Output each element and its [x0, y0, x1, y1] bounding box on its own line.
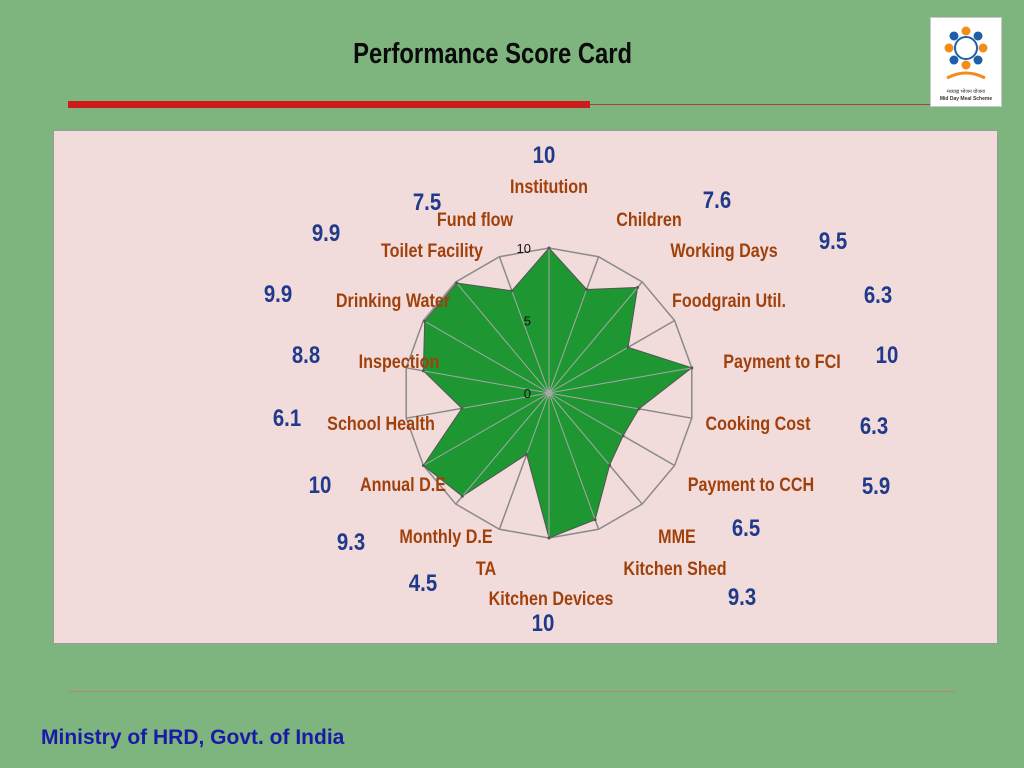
radar-value-label: 10 — [876, 341, 899, 368]
radar-value-label: 7.6 — [703, 186, 731, 213]
radar-category-label: Kitchen Devices — [489, 588, 614, 610]
radar-category-label: Payment to CCH — [688, 474, 814, 496]
radar-tick-label: 0 — [524, 386, 531, 401]
radar-data-point — [525, 452, 529, 456]
radar-axis-spoke-inner — [548, 346, 629, 394]
radar-data-point — [593, 518, 597, 522]
footer-text: Ministry of HRD, Govt. of India — [41, 726, 345, 749]
logo-figure — [973, 31, 983, 41]
radar-tick-label: 5 — [524, 314, 531, 329]
radar-category-label: Toilet Facility — [381, 240, 483, 262]
radar-data-point — [585, 287, 589, 291]
radar-value-label: 9.3 — [728, 583, 756, 610]
radar-axis-spoke-inner — [548, 367, 692, 394]
radar-category-label: Annual D.E — [360, 474, 446, 496]
radar-category-label: Inspection — [359, 351, 440, 373]
radar-category-label: Children — [616, 209, 681, 231]
radar-axis-spoke-inner — [423, 392, 550, 466]
logo-figure — [961, 60, 971, 70]
radar-data-point — [421, 369, 425, 373]
radar-axis-spoke-inner — [548, 392, 640, 410]
radar-value-label: 10 — [533, 141, 556, 168]
radar-category-label: Foodgrain Util. — [672, 290, 786, 312]
radar-axis-spoke-inner — [548, 392, 596, 520]
logo-emblem — [944, 26, 988, 80]
logo-text-hindi: मध्याह्न भोजन योजना — [946, 89, 986, 95]
radar-data-point — [621, 434, 625, 438]
radar-axis-spoke-inner — [456, 282, 550, 394]
radar-category-label: School Health — [327, 413, 435, 435]
logo-ring — [954, 36, 978, 60]
chart-panel: 0 5 10 Institution Children Working Days Foodg… — [53, 130, 998, 644]
logo-book-arc — [946, 71, 986, 80]
radar-category-label: MME — [658, 526, 696, 548]
radar-axis-spoke-inner — [526, 392, 550, 455]
radar-axis-spoke-inner — [511, 290, 550, 394]
radar-value-label: 6.5 — [732, 514, 760, 541]
radar-data-point — [636, 285, 640, 289]
radar-data-point — [626, 345, 630, 349]
logo-figure — [973, 55, 983, 65]
radar-value-label: 5.9 — [862, 472, 890, 499]
radar-data-point — [455, 281, 459, 285]
radar-category-label: Working Days — [670, 240, 778, 262]
title-rule — [590, 104, 930, 105]
page-title: Performance Score Card — [353, 38, 633, 70]
radar-value-label: 9.5 — [819, 227, 847, 254]
radar-data-point — [460, 494, 464, 498]
radar-value-label: 10 — [309, 471, 332, 498]
radar-category-label: TA — [476, 558, 497, 580]
radar-data-point — [421, 464, 425, 467]
title-underline-bar — [68, 101, 590, 108]
radar-category-label: Institution — [510, 176, 588, 198]
radar-category-label: Kitchen Shed — [623, 558, 726, 580]
radar-data-point — [690, 366, 694, 370]
radar-axis-spoke-inner — [548, 289, 588, 394]
radar-category-label: Payment to FCI — [723, 351, 841, 373]
radar-data-point — [637, 407, 641, 411]
radar-value-label: 9.9 — [264, 280, 292, 307]
radar-value-label: 6.1 — [273, 404, 301, 431]
logo-figure — [949, 31, 959, 41]
radar-axis-spoke-inner — [548, 392, 624, 437]
radar-value-label: 8.8 — [292, 341, 320, 368]
radar-axis-spoke-inner — [548, 287, 638, 394]
radar-value-label: 6.3 — [864, 281, 892, 308]
radar-tick-label: 10 — [517, 241, 531, 256]
radar-data-point — [547, 536, 551, 540]
logo-figure — [944, 43, 954, 53]
radar-data-point — [423, 319, 427, 323]
logo-figure — [961, 26, 971, 36]
radar-value-label: 9.9 — [312, 219, 340, 246]
mid-day-meal-logo: मध्याह्न भोजन योजना Mid Day Meal Scheme — [930, 17, 1002, 107]
logo-figure — [978, 43, 988, 53]
radar-value-label: 10 — [532, 609, 555, 636]
logo-figure — [949, 55, 959, 65]
radar-axis-spoke-inner — [423, 370, 550, 394]
radar-chart: 0 5 10 Institution Children Working Days Foodg… — [264, 141, 899, 636]
radar-data-point — [608, 463, 612, 467]
radar-category-label: Fund flow — [437, 209, 513, 231]
radar-data-point — [510, 289, 514, 293]
radar-axis-spoke-inner — [461, 392, 550, 497]
radar-value-label: 7.5 — [413, 188, 441, 215]
radar-axis-spoke-inner — [548, 392, 610, 466]
logo-text-english: Mid Day Meal Scheme — [939, 96, 993, 102]
radar-category-label: Cooking Cost — [706, 413, 811, 435]
radar-axis-spoke-inner — [461, 392, 550, 409]
radar-value-label: 4.5 — [409, 569, 437, 596]
radar-data-point — [547, 246, 551, 250]
radar-data-point — [460, 406, 464, 410]
radar-value-label: 6.3 — [860, 412, 888, 439]
radar-axis-spoke-inner — [424, 320, 550, 394]
radar-category-label: Monthly D.E — [399, 526, 492, 548]
radar-category-label: Drinking Water — [336, 290, 450, 312]
radar-value-label: 9.3 — [337, 528, 365, 555]
footer-rule — [68, 691, 956, 692]
